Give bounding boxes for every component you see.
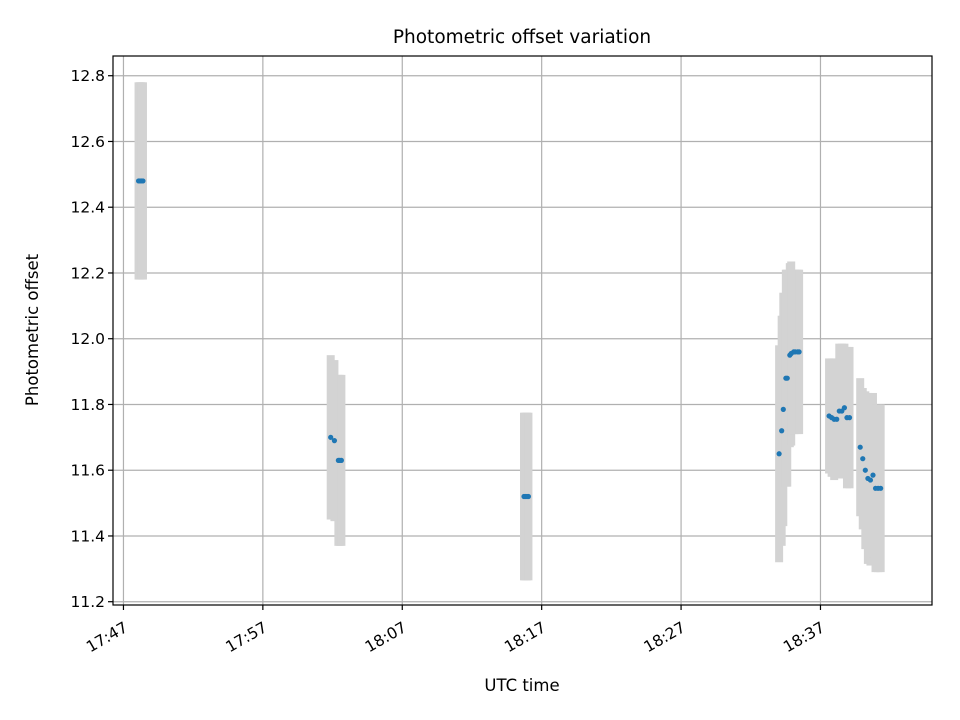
y-tick-label: 12.0 (70, 330, 105, 348)
y-tick-label: 12.2 (70, 264, 105, 282)
data-point (841, 405, 848, 411)
data-point (140, 178, 146, 184)
data-point (834, 416, 840, 422)
data-point (779, 428, 785, 434)
data-point (525, 493, 532, 500)
data-point (780, 406, 786, 412)
y-tick-label: 11.4 (70, 527, 105, 545)
y-tick-label: 12.4 (70, 199, 105, 217)
data-point (328, 434, 334, 440)
x-axis-label: UTC time (484, 676, 559, 695)
data-point (796, 349, 802, 355)
data-point (338, 457, 344, 463)
data-point (776, 451, 782, 457)
y-tick-label: 11.6 (70, 462, 105, 480)
data-point (870, 472, 876, 478)
data-point (857, 444, 863, 450)
y-tick-label: 12.8 (70, 67, 105, 85)
data-point (846, 415, 853, 421)
data-points (135, 178, 884, 500)
data-point (867, 477, 874, 483)
chart-title: Photometric offset variation (393, 27, 651, 48)
data-point (862, 467, 868, 473)
plot-frame (112, 55, 933, 606)
data-point (331, 438, 338, 444)
data-point (878, 485, 884, 491)
y-tick-label: 12.6 (70, 133, 105, 151)
data-point (860, 456, 866, 462)
y-tick-label: 11.8 (70, 396, 105, 414)
y-axis-label: Photometric offset (23, 253, 42, 406)
data-point (784, 375, 790, 381)
y-tick-label: 11.2 (70, 593, 105, 611)
